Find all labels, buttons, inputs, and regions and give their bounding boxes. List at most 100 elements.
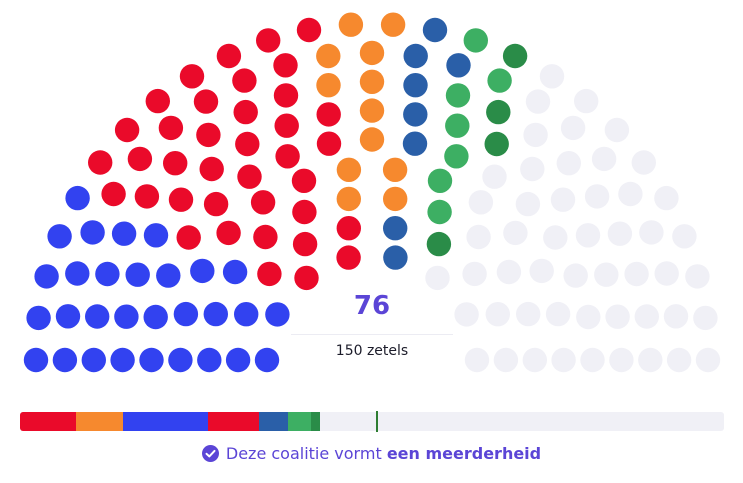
seat-dot — [403, 102, 428, 127]
seat-dot — [575, 223, 601, 248]
seat-dot — [520, 156, 545, 182]
seat-dot — [464, 347, 490, 373]
status-highlight: een meerderheid — [386, 444, 542, 463]
check-circle-icon — [201, 445, 219, 462]
seat-dot — [101, 181, 126, 207]
seat-dot — [576, 304, 601, 330]
seat-dot — [197, 347, 222, 373]
seat-dot — [237, 164, 262, 189]
seat-dot — [402, 131, 428, 156]
seat-dot — [446, 53, 471, 78]
seat-dot — [95, 261, 120, 287]
seat-dot — [256, 28, 281, 53]
status-text: Deze coalitie vormt — [225, 444, 382, 463]
seat-dot — [529, 258, 554, 284]
seat-dot — [316, 102, 341, 127]
seat-dot — [193, 89, 219, 114]
seat-dot — [47, 224, 72, 249]
seat-dot — [145, 88, 170, 114]
seat-dot — [425, 265, 450, 291]
seat-dot — [638, 347, 663, 373]
seat-dot — [523, 122, 548, 148]
seat-dot — [551, 347, 576, 373]
coalition-bar-segment — [259, 412, 288, 431]
seat-dot — [403, 43, 428, 69]
seat-dot — [292, 199, 317, 225]
seat-dot — [654, 261, 679, 286]
majority-status: Deze coalitie vormt een meerderheid — [0, 444, 743, 463]
seat-dot — [624, 261, 649, 287]
seat-dot — [515, 191, 541, 217]
seat-dot — [695, 347, 721, 373]
total-seats-label: 150 zetels — [335, 343, 409, 359]
seat-dot — [316, 73, 341, 98]
seat-dot — [556, 151, 581, 176]
seat-dot — [543, 225, 568, 250]
seat-dot — [125, 262, 150, 287]
seat-dot — [631, 150, 656, 175]
seat-dot — [463, 28, 488, 53]
seat-dot — [403, 73, 428, 98]
seat-dot — [291, 168, 317, 193]
seat-dot — [176, 225, 201, 250]
seat-dot — [273, 83, 299, 108]
seat-dot — [359, 40, 385, 66]
coalition-bar-segment — [123, 412, 208, 431]
seat-dot — [338, 12, 364, 37]
seat-dot — [639, 220, 664, 245]
seat-dot — [594, 262, 619, 287]
seat-dot — [336, 216, 361, 241]
seat-dot — [216, 220, 241, 246]
seat-dot — [359, 127, 385, 152]
seat-dot — [584, 184, 610, 209]
seat-dot — [466, 224, 491, 250]
seat-dot — [522, 347, 547, 373]
seat-dot — [336, 186, 361, 212]
seat-dot — [336, 157, 362, 182]
seat-dot — [275, 144, 300, 169]
seat-dot — [232, 68, 257, 93]
seat-dot — [560, 115, 586, 141]
seat-dot — [427, 168, 453, 193]
seat-dot — [516, 301, 541, 327]
seat-dot — [225, 347, 251, 373]
seat-dot — [422, 17, 448, 43]
seat-dot — [485, 302, 510, 327]
seat-dot — [190, 258, 215, 284]
seat-dot — [143, 304, 168, 330]
seat-dot — [234, 302, 259, 327]
seat-dot — [380, 12, 406, 37]
seat-dot — [81, 347, 107, 373]
seat-dot — [462, 261, 487, 287]
seat-dot — [26, 305, 51, 331]
seat-dot — [203, 191, 229, 217]
seat-dot — [445, 113, 470, 138]
seat-dot — [493, 347, 519, 373]
seat-dot — [222, 259, 248, 285]
seat-dot — [607, 221, 633, 246]
seat-dot — [502, 43, 528, 69]
seat-dot — [383, 245, 408, 270]
seat-dot — [253, 224, 278, 250]
seat-dot — [88, 150, 113, 175]
coalition-bar-segment — [287, 412, 311, 431]
center-divider — [291, 334, 453, 335]
seat-dot — [550, 187, 576, 212]
seat-dot — [685, 264, 710, 289]
seat-dot — [663, 304, 689, 329]
seat-dot — [486, 99, 511, 125]
seat-dot — [114, 117, 140, 143]
seat-dot — [250, 190, 276, 215]
seat-dot — [158, 115, 184, 141]
seat-dot — [168, 187, 194, 212]
coalition-bar-segment — [207, 412, 260, 431]
seat-dot — [383, 216, 408, 241]
seat-dot — [34, 264, 59, 289]
seat-dot — [292, 231, 318, 257]
seat-dot — [591, 146, 617, 172]
seat-dot — [316, 43, 341, 69]
seat-dot — [654, 185, 679, 211]
seat-dot — [168, 347, 193, 373]
seat-dot — [111, 221, 137, 246]
seat-dot — [604, 117, 630, 143]
